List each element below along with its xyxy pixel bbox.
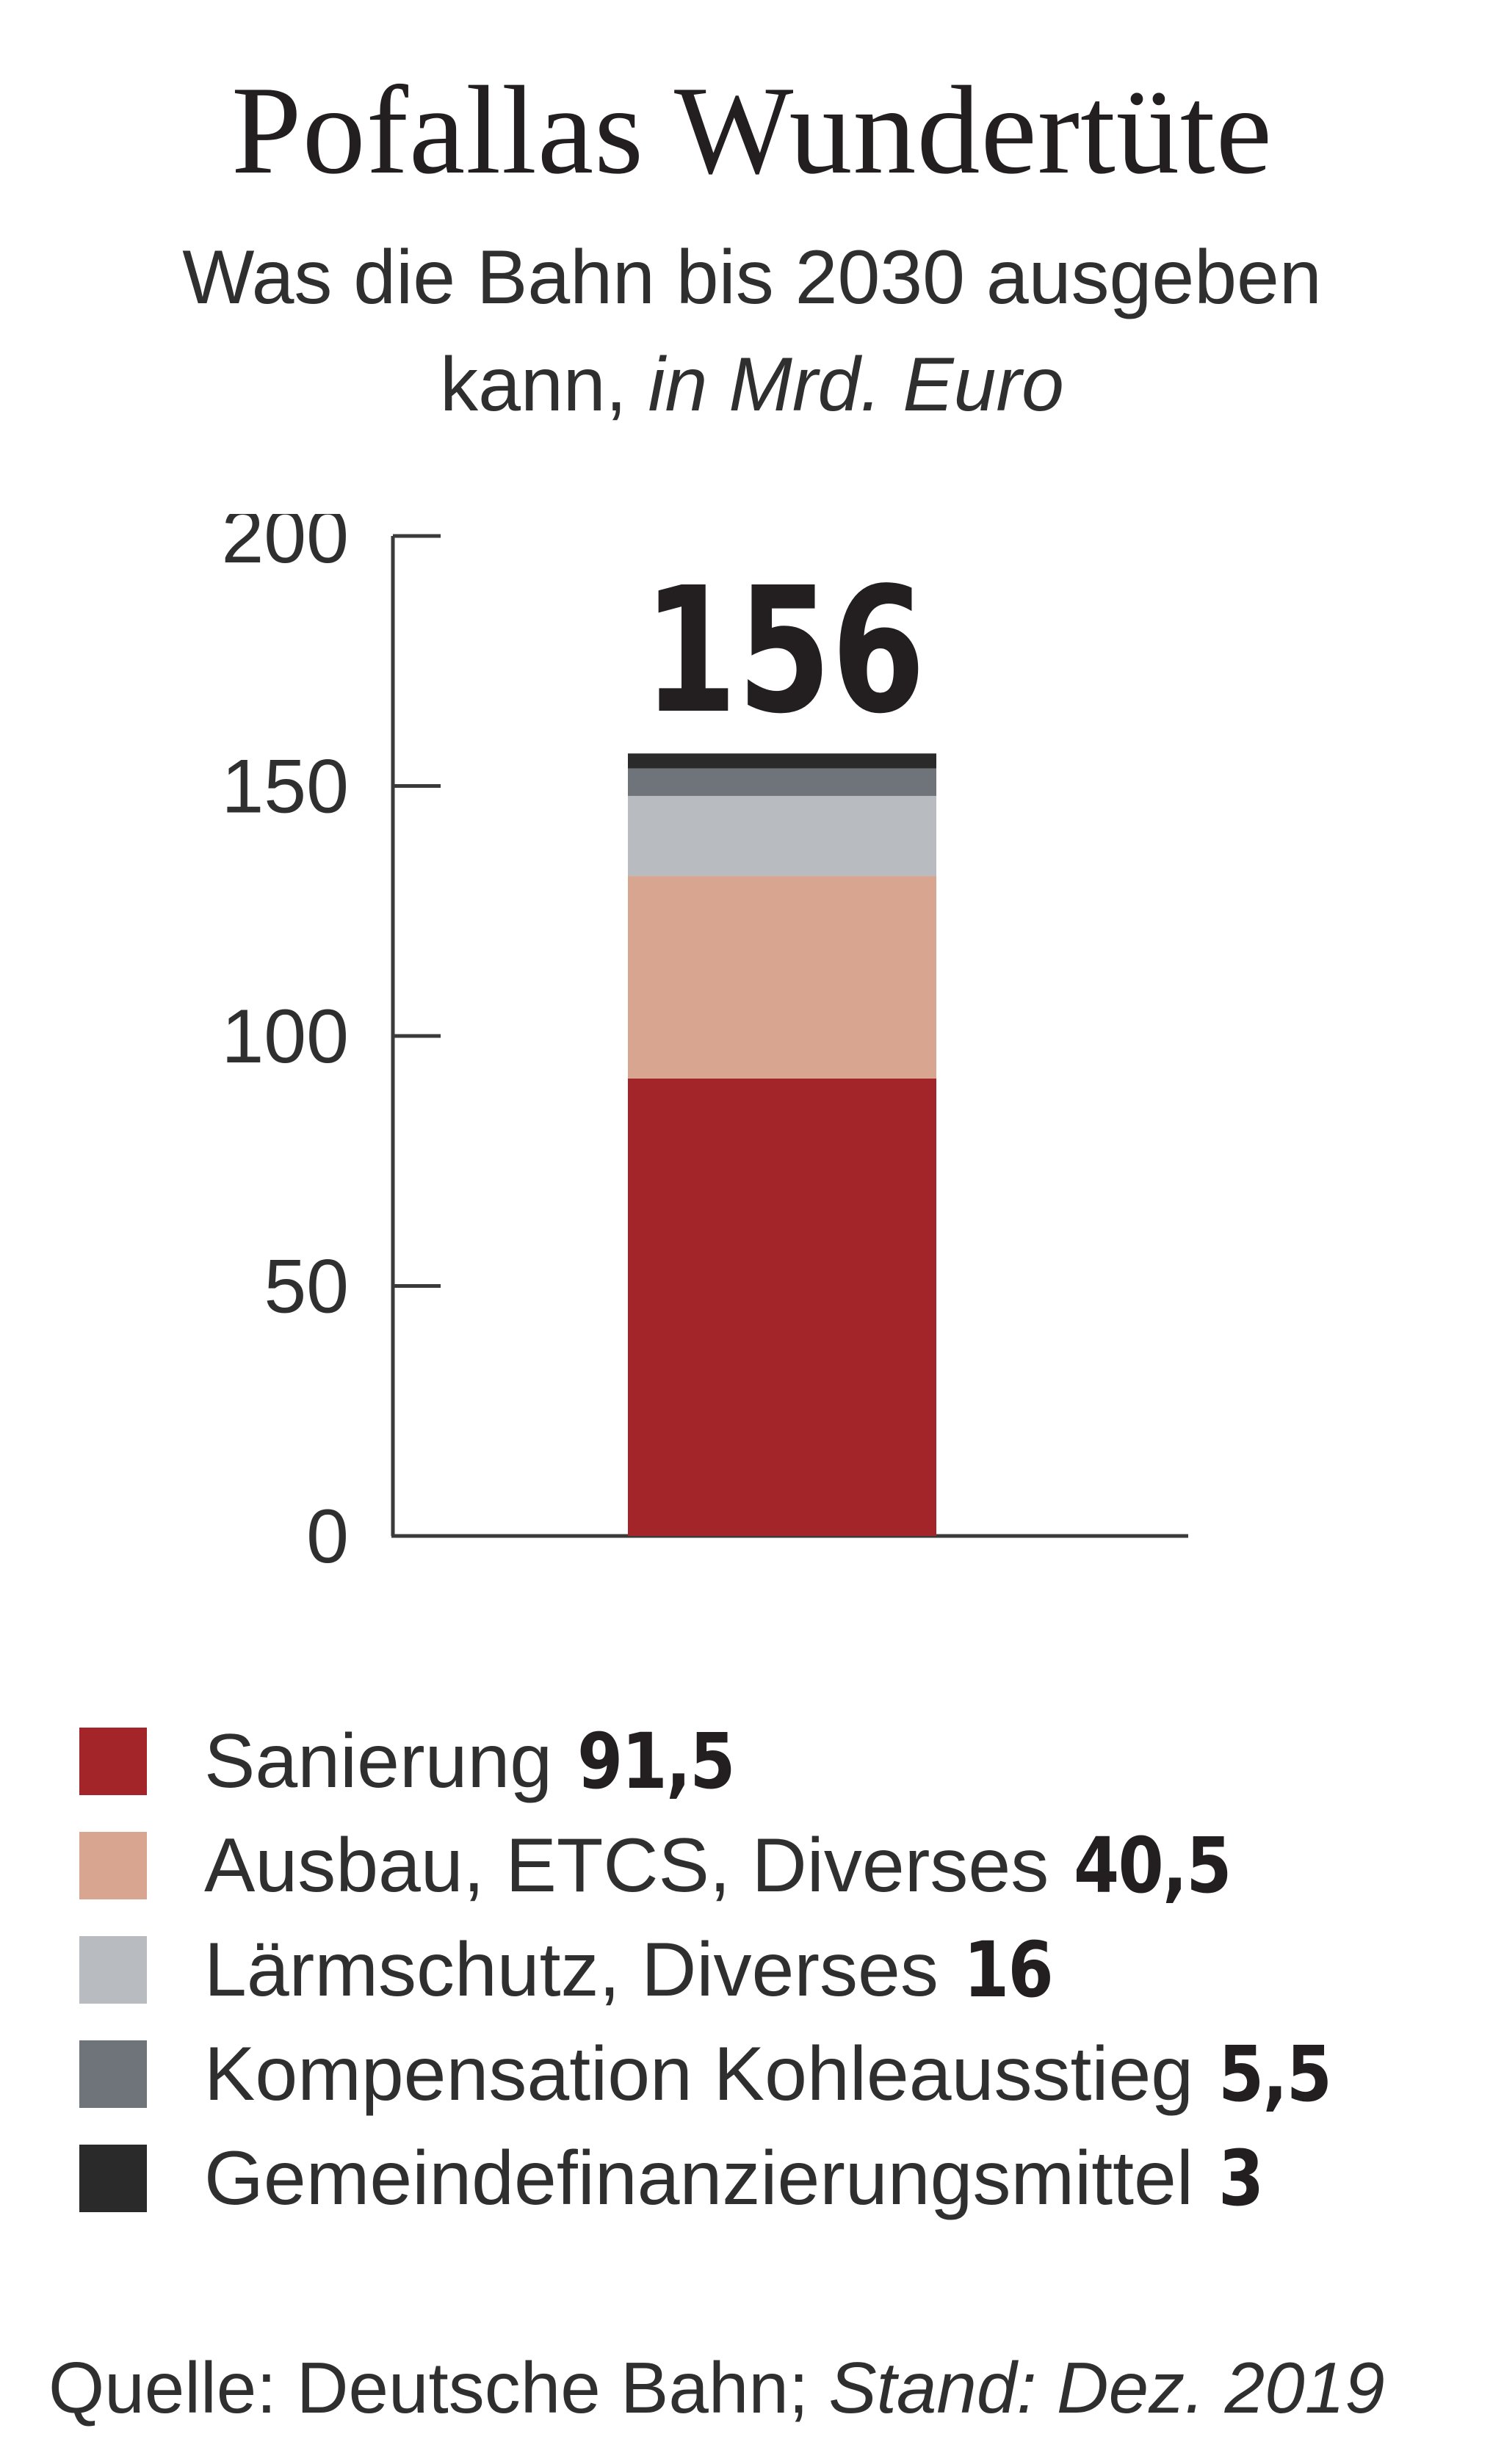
bar-segment-1 [628, 1078, 936, 1536]
legend: Sanierung 91,5 Ausbau, ETCS, Diverses 40,5 L… [79, 1709, 1349, 2231]
y-tick-label: 100 [221, 994, 349, 1079]
subtitle-line-1: Was die Bahn bis 2030 ausgeben [182, 235, 1322, 320]
legend-label: Kompensation Kohleausstieg [204, 2031, 1194, 2117]
legend-item: Kompensation Kohleausstieg 5,5 [79, 2022, 1349, 2126]
subtitle-unit: in Mrd. Euro [648, 342, 1064, 427]
legend-label: Lärmschutz, Diverses [204, 1927, 939, 2012]
chart-title: Pofallas Wundertüte [231, 61, 1273, 200]
y-tick-label: 200 [221, 514, 349, 579]
y-tick-label: 50 [264, 1244, 349, 1330]
legend-swatch [79, 1832, 147, 1899]
legend-swatch [79, 1728, 147, 1795]
subtitle-kann: kann, [440, 342, 627, 427]
legend-label: Sanierung [204, 1718, 553, 1804]
bar-segment-2 [628, 876, 936, 1079]
legend-value: 5,5 [1218, 2029, 1332, 2119]
legend-label: Gemeindefinanzierungsmittel [204, 2135, 1193, 2221]
source-text: Quelle: Deutsche Bahn; [48, 2347, 809, 2428]
source-date: Stand: Dez. 2019 [828, 2347, 1385, 2428]
legend-value: 3 [1218, 2134, 1264, 2223]
chart-subtitle: Was die Bahn bis 2030 ausgeben kann, in … [0, 224, 1504, 438]
legend-value: 91,5 [577, 1717, 736, 1806]
bar-segment-4 [628, 768, 936, 797]
y-tick-label: 150 [221, 744, 349, 830]
bar-stack [628, 753, 936, 1536]
legend-item: Lärmschutz, Diverses 16 [79, 1918, 1349, 2022]
legend-swatch [79, 2145, 147, 2212]
legend-item: Sanierung 91,5 [79, 1709, 1349, 1813]
bar-segment-3 [628, 796, 936, 877]
subtitle-line-2: kann, in Mrd. Euro [0, 331, 1504, 438]
legend-swatch [79, 2040, 147, 2108]
legend-item: Gemeindefinanzierungsmittel 3 [79, 2126, 1349, 2231]
legend-value: 16 [963, 1925, 1054, 2015]
y-axis: 0 50 100 150 200 [221, 514, 1188, 1579]
legend-swatch [79, 1936, 147, 2004]
legend-item: Ausbau, ETCS, Diverses 40,5 [79, 1813, 1349, 1918]
legend-value: 40,5 [1074, 1821, 1232, 1910]
bar-segment-5 [628, 753, 936, 769]
legend-label: Ausbau, ETCS, Diverses [204, 1822, 1049, 1908]
source-note: Quelle: Deutsche Bahn; Stand: Dez. 2019 [48, 2347, 1385, 2429]
total-label: 156 [643, 550, 925, 751]
y-tick-label: 0 [306, 1494, 349, 1579]
stacked-bar-chart: 0 50 100 150 200 156 [221, 514, 1188, 1579]
